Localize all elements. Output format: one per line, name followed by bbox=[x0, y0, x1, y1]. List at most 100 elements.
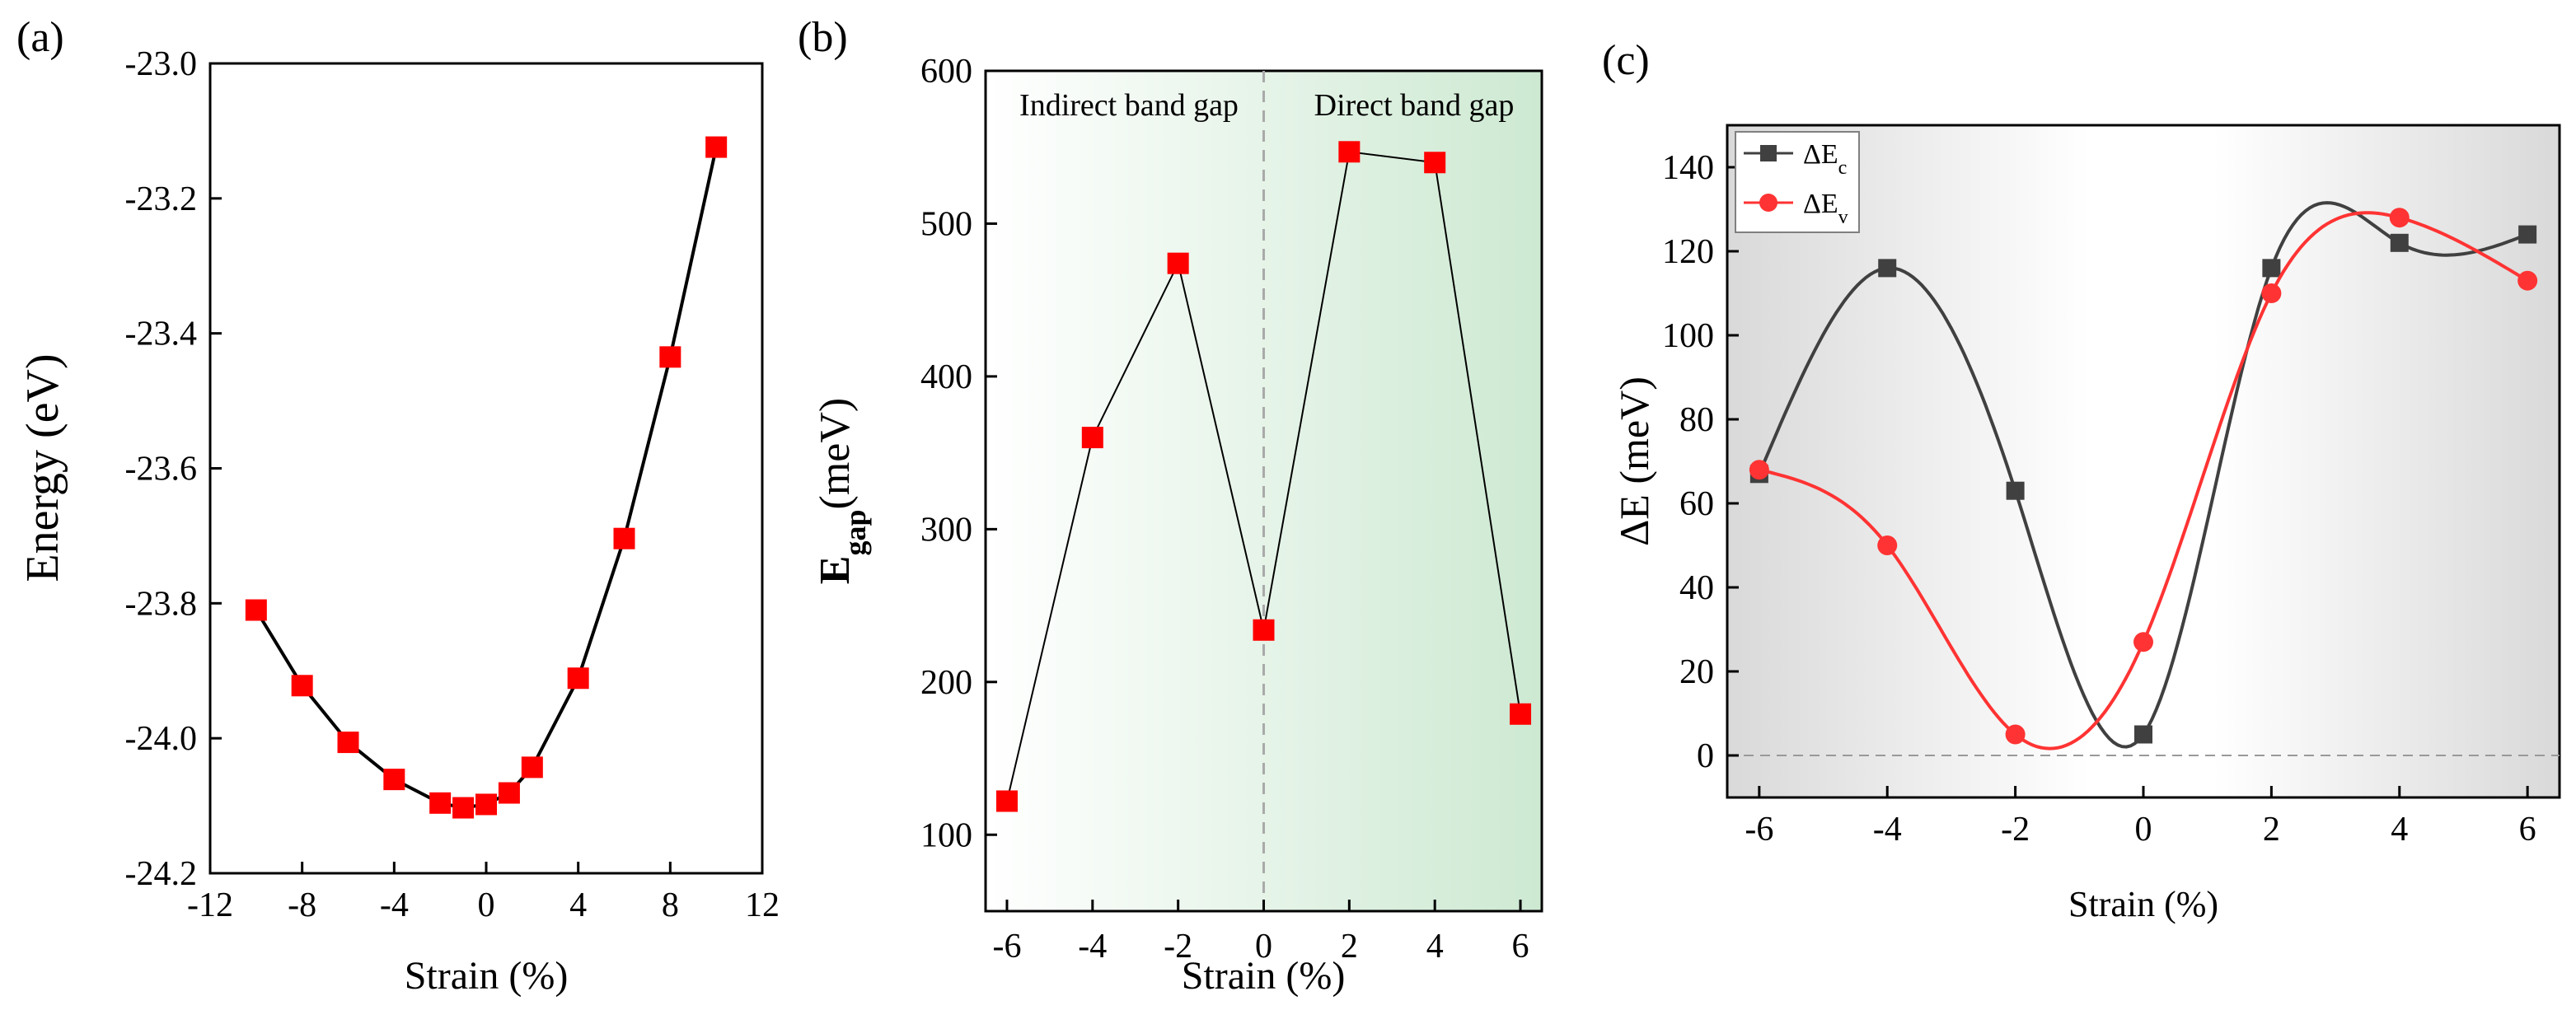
y-axis-subscript: gap bbox=[839, 510, 872, 556]
y-tick-label: 120 bbox=[1662, 233, 1714, 271]
legend: ΔEc ΔEv bbox=[1735, 131, 1860, 233]
y-tick-label: 400 bbox=[920, 358, 972, 396]
data-point bbox=[498, 782, 520, 804]
region-label-indirect: Indirect band gap bbox=[1019, 88, 1239, 123]
y-axis-symbol: E bbox=[812, 556, 859, 585]
data-point bbox=[2517, 270, 2538, 291]
y-tick-label: -23.2 bbox=[125, 180, 198, 218]
x-tick-label: 0 bbox=[1255, 928, 1272, 966]
y-tick-label: 60 bbox=[1679, 485, 1714, 523]
panel-b-plot-area: -6 -4 -2 0 2 4 6 100 200 300 400 500 600 bbox=[920, 53, 1532, 966]
y-tick-label: 500 bbox=[920, 205, 972, 243]
data-point bbox=[521, 756, 543, 779]
y-tick-label: -23.0 bbox=[125, 45, 198, 83]
x-tick-label: 4 bbox=[2391, 811, 2408, 849]
data-point bbox=[2262, 259, 2281, 278]
x-tick-label: 12 bbox=[745, 886, 780, 924]
y-tick-label: 40 bbox=[1679, 569, 1714, 607]
data-point bbox=[291, 675, 313, 697]
data-point bbox=[452, 797, 475, 819]
panel-b: (b) Indirect band gap Direct band gap -6… bbox=[798, 14, 1543, 998]
data-point bbox=[2261, 283, 2282, 303]
data-point bbox=[1338, 141, 1361, 163]
panel-a: (a) -12 -8 -4 0 4 8 12 -24.2 -24.0 -23.8 -23.6 -23.… bbox=[16, 14, 780, 998]
x-tick-label: 2 bbox=[2263, 811, 2280, 849]
x-tick-label: -2 bbox=[1164, 928, 1192, 966]
data-point bbox=[429, 792, 452, 814]
y-tick-label: -24.0 bbox=[125, 720, 198, 758]
region-label-direct: Direct band gap bbox=[1314, 88, 1515, 123]
panel-a-label: (a) bbox=[16, 14, 64, 61]
panel-b-x-axis-title: Strain (%) bbox=[1182, 954, 1346, 998]
x-tick-label: 6 bbox=[1512, 928, 1529, 966]
legend-marker-ec bbox=[1760, 145, 1777, 161]
data-point bbox=[1253, 619, 1275, 641]
data-point bbox=[659, 346, 681, 368]
y-axis-unit: (meV) bbox=[812, 398, 859, 510]
panel-b-y-axis-title: Egap(meV) bbox=[812, 398, 872, 584]
y-tick-label: 100 bbox=[920, 816, 972, 854]
y-tick-label: 100 bbox=[1662, 317, 1714, 355]
legend-box bbox=[1735, 131, 1860, 233]
x-tick-label: -12 bbox=[187, 886, 233, 924]
panel-c-x-axis-title: Strain (%) bbox=[2068, 884, 2218, 924]
data-point bbox=[2389, 208, 2410, 228]
panel-b-label: (b) bbox=[798, 14, 848, 61]
data-point bbox=[383, 769, 405, 791]
panel-c-left-shading bbox=[1727, 125, 2090, 797]
data-point bbox=[475, 793, 497, 816]
x-tick-label: 0 bbox=[2135, 811, 2152, 849]
panel-c-y-axis-title: ΔE (meV) bbox=[1611, 376, 1657, 546]
x-tick-label: 2 bbox=[1341, 928, 1358, 966]
y-tick-label: 600 bbox=[920, 53, 972, 91]
data-point bbox=[1878, 259, 1897, 278]
data-point bbox=[567, 667, 589, 690]
data-point bbox=[705, 136, 728, 158]
x-tick-label: 4 bbox=[569, 886, 587, 924]
data-point bbox=[1081, 427, 1103, 449]
data-point bbox=[2133, 632, 2153, 652]
data-point bbox=[2005, 724, 2026, 745]
data-point bbox=[995, 790, 1018, 812]
panel-a-x-axis-title: Strain (%) bbox=[405, 954, 569, 998]
y-tick-label: 0 bbox=[1697, 737, 1714, 775]
panel-a-frame bbox=[208, 62, 764, 875]
data-point bbox=[613, 527, 635, 549]
x-tick-label: 6 bbox=[2519, 811, 2536, 849]
data-point bbox=[1424, 152, 1446, 174]
legend-label-ec: ΔEc bbox=[1803, 139, 1847, 179]
data-point bbox=[1749, 460, 1769, 480]
y-tick-label: 200 bbox=[920, 664, 972, 702]
panel-c-label: (c) bbox=[1602, 37, 1650, 84]
data-point bbox=[2006, 481, 2025, 500]
x-tick-label: -4 bbox=[380, 886, 409, 924]
energy-series-line bbox=[255, 147, 719, 810]
data-point bbox=[337, 732, 359, 754]
data-point bbox=[2390, 233, 2409, 252]
y-tick-label: -23.4 bbox=[125, 316, 198, 353]
x-tick-label: -6 bbox=[1745, 811, 1773, 849]
x-tick-label: -4 bbox=[1873, 811, 1902, 849]
y-tick-label: -23.6 bbox=[125, 451, 198, 489]
data-point bbox=[245, 599, 267, 621]
y-tick-label: 300 bbox=[920, 511, 972, 549]
y-tick-label: 80 bbox=[1679, 401, 1714, 439]
panel-c-right-shading bbox=[2213, 125, 2560, 797]
data-point bbox=[1510, 703, 1532, 725]
x-tick-label: 0 bbox=[478, 886, 495, 924]
x-tick-label: -6 bbox=[992, 928, 1021, 966]
y-tick-label: -23.8 bbox=[125, 585, 198, 623]
x-tick-label: 8 bbox=[662, 886, 679, 924]
panel-a-plot-area: -12 -8 -4 0 4 8 12 -24.2 -24.0 -23.8 -23.6 -23.4 -23… bbox=[125, 45, 780, 924]
x-tick-label: -8 bbox=[288, 886, 316, 924]
x-tick-label: 4 bbox=[1426, 928, 1444, 966]
data-point bbox=[2134, 725, 2152, 744]
panel-c-center-shading bbox=[2090, 125, 2213, 797]
y-tick-label: 20 bbox=[1679, 653, 1714, 691]
legend-label-ev: ΔEv bbox=[1803, 189, 1848, 228]
panel-a-y-axis-title: Energy (eV) bbox=[17, 353, 68, 582]
x-tick-label: -4 bbox=[1078, 928, 1107, 966]
